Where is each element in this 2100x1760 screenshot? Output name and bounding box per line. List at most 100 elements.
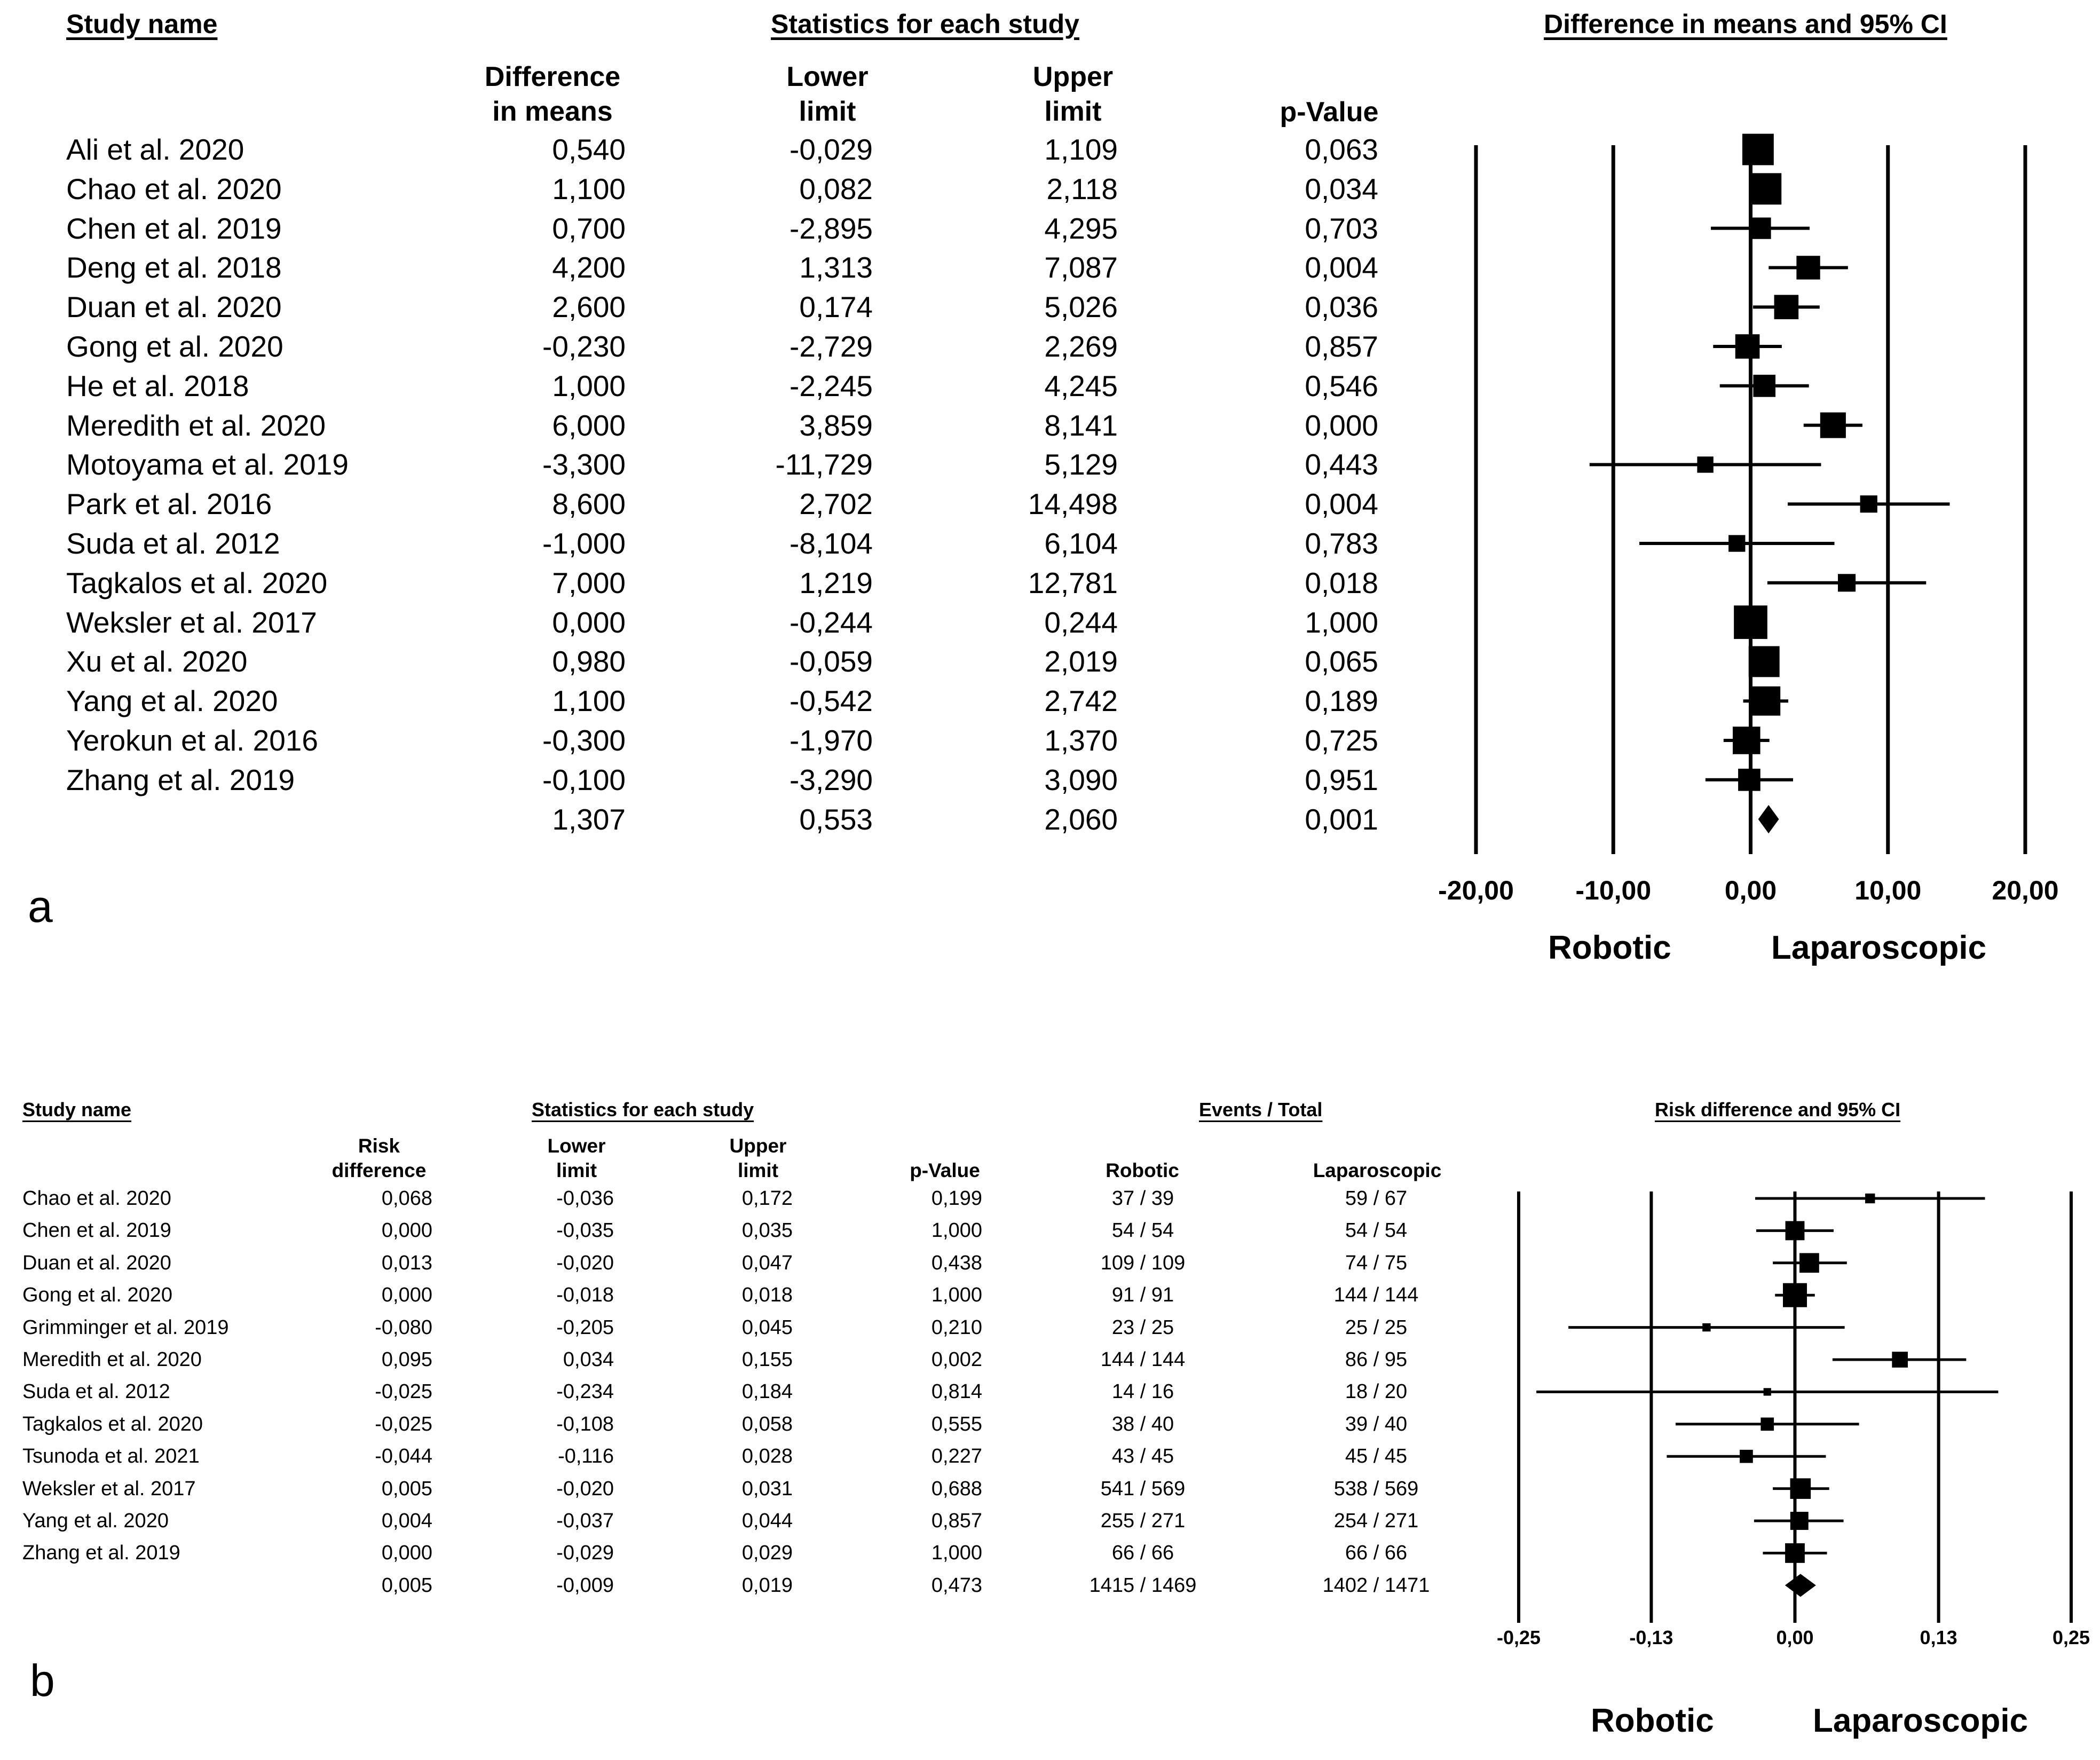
study-name: Grimminger et al. 2019 <box>22 1316 229 1339</box>
lap-value: 74 / 75 <box>1345 1251 1408 1274</box>
study-name-header: Study name <box>22 1099 132 1120</box>
effect-header-line1: Risk <box>358 1135 400 1157</box>
upper-value: 0,058 <box>741 1412 793 1435</box>
study-row: Suda et al. 2012 -1,000 -8,104 6,104 0,783 <box>0 524 2100 563</box>
lap-value: 538 / 569 <box>1333 1477 1419 1500</box>
study-name: Meredith et al. 2020 <box>66 408 326 442</box>
effect-value: -0,025 <box>375 1412 432 1435</box>
study-row: Meredith et al. 2020 6,000 3,859 8,141 0,000 <box>0 406 2100 445</box>
lower-header-line1: Lower <box>786 61 869 92</box>
lower-value: -0,059 <box>790 645 873 678</box>
study-name: He et al. 2018 <box>66 369 249 402</box>
plot-header: Risk difference and 95% CI <box>1655 1099 1901 1120</box>
effect-header-line1: Difference <box>484 61 621 92</box>
lower-value: -0,205 <box>556 1316 614 1339</box>
study-row: Zhang et al. 2019 -0,100 -3,290 3,090 0,951 <box>0 760 2100 800</box>
upper-value: 4,245 <box>1044 369 1118 402</box>
x-tick-label: -20,00 <box>1438 875 1514 905</box>
summary-diamond <box>1758 804 1779 834</box>
favours-robotic-label: Robotic <box>1548 929 1671 966</box>
effect-value: 4,200 <box>552 251 626 285</box>
lower-value: -2,729 <box>790 330 873 363</box>
study-name: Meredith et al. 2020 <box>22 1348 202 1371</box>
effect-value: -1,000 <box>542 527 626 560</box>
study-row: Duan et al. 2020 2,600 0,174 5,026 0,036 <box>0 287 2100 327</box>
p-value: 0,002 <box>931 1348 982 1371</box>
rob-value: 255 / 271 <box>1100 1510 1186 1532</box>
lower-value: 0,082 <box>799 172 873 206</box>
point-estimate-marker <box>1799 1253 1819 1273</box>
point-estimate-marker <box>1738 768 1760 791</box>
p-value: 0,004 <box>1305 251 1378 285</box>
point-estimate-marker <box>1697 456 1714 473</box>
p-value: 0,036 <box>1305 290 1378 324</box>
p-value: 0,688 <box>931 1477 982 1500</box>
p-value-column-header: p-Value <box>1280 97 1379 128</box>
effect-value: -0,300 <box>542 724 626 757</box>
study-name: Chen et al. 2019 <box>66 211 282 245</box>
p-value: 1,000 <box>931 1542 982 1565</box>
lower-value: 2,702 <box>799 487 873 521</box>
study-name: Weksler et al. 2017 <box>22 1477 196 1500</box>
effect-value: -0,044 <box>375 1445 432 1468</box>
lower-value: 3,859 <box>799 408 873 442</box>
rob-value: 1415 / 1469 <box>1089 1574 1197 1597</box>
lower-value: 0,553 <box>799 802 873 836</box>
upper-value: 14,498 <box>1028 487 1118 521</box>
point-estimate-marker <box>1753 374 1776 397</box>
statistics-header: Statistics for each study <box>532 1099 754 1120</box>
effect-value: 1,100 <box>552 684 626 718</box>
effect-value: -0,080 <box>375 1316 432 1339</box>
study-row: Tsunoda et al. 2021 -0,044 -0,116 0,028 0,22… <box>0 1440 2100 1472</box>
x-tick-label: 20,00 <box>1992 875 2058 905</box>
lower-header-line2: limit <box>799 96 856 127</box>
point-estimate-marker <box>1749 217 1771 239</box>
study-row: Deng et al. 2018 4,200 1,313 7,087 0,004 <box>0 248 2100 287</box>
study-row: Chao et al. 2020 0,068 -0,036 0,172 0,199 37 … <box>0 1182 2100 1214</box>
p-value: 0,814 <box>931 1380 982 1403</box>
lap-value: 25 / 25 <box>1345 1316 1408 1339</box>
x-tick-label: -10,00 <box>1575 875 1651 905</box>
upper-value: 0,018 <box>741 1284 793 1307</box>
x-tick-label: -0,13 <box>1629 1627 1673 1648</box>
effect-value: 0,700 <box>552 211 626 245</box>
point-estimate-marker <box>1820 412 1846 438</box>
p-value: 1,000 <box>1305 605 1378 639</box>
effect-value: -0,100 <box>542 763 626 796</box>
effect-value: 0,068 <box>381 1187 432 1210</box>
upper-value: 0,244 <box>1044 605 1118 639</box>
upper-value: 2,060 <box>1044 802 1118 836</box>
rob-value: 66 / 66 <box>1111 1542 1174 1565</box>
study-row: Yerokun et al. 2016 -0,300 -1,970 1,370 0,72… <box>0 721 2100 760</box>
point-estimate-marker <box>1892 1352 1908 1368</box>
lower-value: -0,116 <box>558 1445 614 1468</box>
study-name: Motoyama et al. 2019 <box>66 448 349 482</box>
summary-row: 0,005 -0,009 0,019 0,473 1415 / 1469 1402 / 1… <box>0 1569 2100 1601</box>
lower-value: -0,029 <box>790 133 873 166</box>
study-name: Zhang et al. 2019 <box>66 763 295 796</box>
effect-value: 1,100 <box>552 172 626 206</box>
p-value: 0,555 <box>931 1412 982 1435</box>
rob-value: 14 / 16 <box>1111 1380 1174 1403</box>
lower-value: -0,108 <box>556 1412 614 1435</box>
favours-laparoscopic-label: Laparoscopic <box>1771 929 1987 966</box>
lap-value: 1402 / 1471 <box>1322 1574 1430 1597</box>
favours-robotic-label: Robotic <box>1591 1702 1714 1739</box>
lower-value: 1,313 <box>799 251 873 285</box>
effect-value: 1,307 <box>552 802 626 836</box>
effect-value: 0,005 <box>381 1574 432 1597</box>
rob-value: 23 / 25 <box>1111 1316 1174 1339</box>
statistics-header: Statistics for each study <box>771 9 1079 39</box>
study-name: Gong et al. 2020 <box>66 330 283 363</box>
study-name: Yang et al. 2020 <box>66 684 278 718</box>
study-row: Yang et al. 2020 0,004 -0,037 0,044 0,857 255… <box>0 1505 2100 1537</box>
rob-value: 43 / 45 <box>1111 1445 1174 1468</box>
lap-value: 254 / 271 <box>1333 1510 1419 1532</box>
x-tick-label: 10,00 <box>1854 875 1921 905</box>
p-value: 1,000 <box>931 1219 982 1242</box>
p-value: 0,857 <box>1305 330 1378 363</box>
point-estimate-marker <box>1796 256 1820 280</box>
upper-value: 1,370 <box>1044 724 1118 757</box>
upper-value: 0,031 <box>741 1477 793 1500</box>
upper-value: 0,047 <box>741 1251 793 1274</box>
